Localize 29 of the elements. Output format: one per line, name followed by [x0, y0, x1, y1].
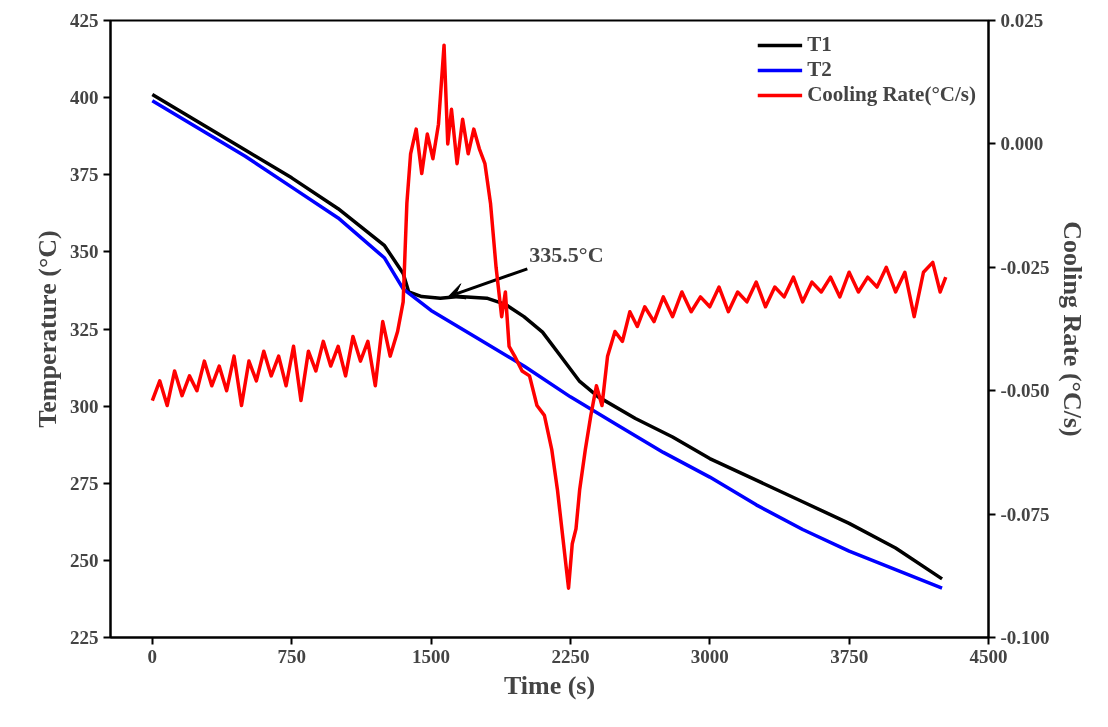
y-tick-label: 225 [70, 627, 99, 648]
x-tick-label: 0 [147, 645, 158, 667]
x-tick-label: 4500 [969, 645, 1008, 667]
y2-tick-label: -0.100 [1000, 627, 1050, 648]
y-tick-label: 250 [70, 549, 99, 571]
y-tick-label: 425 [70, 10, 99, 31]
legend-label: T2 [807, 57, 832, 82]
x-tick-label: 3000 [690, 645, 729, 667]
y2-tick-label: 0.025 [1000, 10, 1044, 31]
x-tick-label: 1500 [412, 645, 451, 667]
legend-label: T1 [807, 32, 832, 57]
y2-axis-title: Cooling Rate (°C/s) [1057, 221, 1087, 437]
x-tick-label: 3750 [830, 645, 869, 667]
y2-tick-label: -0.050 [1000, 380, 1050, 402]
y2-tick-label: -0.025 [1000, 256, 1050, 278]
y-tick-label: 325 [70, 318, 99, 340]
y-tick-label: 300 [70, 395, 99, 417]
annotation: 335.5°C [529, 241, 604, 267]
y-tick-label: 400 [70, 87, 99, 109]
x-tick-label: 750 [277, 645, 306, 667]
y-axis-title: Temperature (°C) [33, 230, 62, 428]
y2-tick-label: -0.075 [1000, 503, 1050, 525]
legend-label: Cooling Rate(°C/s) [807, 82, 976, 107]
y-tick-label: 350 [70, 241, 99, 263]
x-axis-title: Time (s) [503, 670, 596, 700]
y-tick-label: 275 [70, 472, 99, 494]
y2-tick-label: 0.000 [1000, 133, 1044, 155]
x-tick-label: 2250 [551, 645, 590, 667]
y-tick-label: 375 [70, 164, 99, 186]
